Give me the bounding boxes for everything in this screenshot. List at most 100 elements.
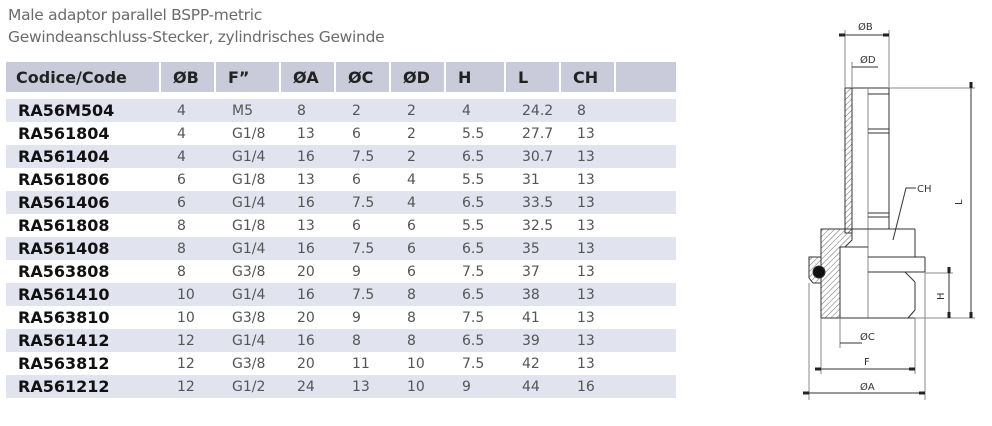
- cell: 10: [390, 352, 445, 375]
- cell: 12: [160, 375, 215, 398]
- cell: G1/4: [215, 191, 280, 214]
- cell: 24: [280, 375, 335, 398]
- cell: 16: [280, 283, 335, 306]
- cell: 8: [160, 260, 215, 283]
- cell: [615, 99, 676, 122]
- cell: G1/4: [215, 237, 280, 260]
- cell: G1/2: [215, 375, 280, 398]
- product-code: RA56M504: [6, 99, 160, 122]
- cell: 8: [160, 237, 215, 260]
- label-d: ØD: [860, 54, 876, 66]
- product-code: RA561406: [6, 191, 160, 214]
- table-row: RA561410 10 G1/4 16 7.5 8 6.5 38 13: [6, 283, 676, 306]
- cell: G3/8: [215, 260, 280, 283]
- cell: [615, 237, 676, 260]
- cell: 8: [280, 99, 335, 122]
- cell: 27.7: [505, 122, 560, 145]
- product-code: RA561806: [6, 168, 160, 191]
- cell: G3/8: [215, 352, 280, 375]
- cell: [615, 352, 676, 375]
- cell: 20: [280, 260, 335, 283]
- cell: G1/4: [215, 329, 280, 352]
- label-f: F: [864, 357, 870, 368]
- cell: [615, 122, 676, 145]
- cell: 10: [160, 283, 215, 306]
- cell: 7.5: [335, 145, 390, 168]
- cell: 9: [335, 306, 390, 329]
- cell: 30.7: [505, 145, 560, 168]
- cell: 13: [560, 122, 615, 145]
- cell: 37: [505, 260, 560, 283]
- table-row: RA56M504 4 M5 8 2 2 4 24.2 8: [6, 99, 676, 122]
- cell: 2: [390, 99, 445, 122]
- cell: 6: [390, 260, 445, 283]
- label-l: L: [954, 199, 965, 205]
- cell: 16: [280, 329, 335, 352]
- table-header: Codice/Code ØB F” ØA ØC ØD H L CH: [6, 62, 676, 92]
- product-code: RA561404: [6, 145, 160, 168]
- product-code: RA561408: [6, 237, 160, 260]
- table-row: RA561412 12 G1/4 16 8 8 6.5 39 13: [6, 329, 676, 352]
- label-c: ØC: [860, 331, 875, 343]
- cell: G3/8: [215, 306, 280, 329]
- cell: 12: [160, 329, 215, 352]
- cell: 6: [390, 214, 445, 237]
- cell: 9: [445, 375, 505, 398]
- table-row: RA561806 6 G1/8 13 6 4 5.5 31 13: [6, 168, 676, 191]
- cell: 13: [560, 329, 615, 352]
- cell: G1/4: [215, 145, 280, 168]
- cell: G1/4: [215, 283, 280, 306]
- cell: 6: [390, 237, 445, 260]
- cell: 8: [560, 99, 615, 122]
- cell: 13: [280, 168, 335, 191]
- product-code: RA563808: [6, 260, 160, 283]
- cell: 7.5: [445, 306, 505, 329]
- cell: 38: [505, 283, 560, 306]
- cell: 4: [390, 191, 445, 214]
- cell: 13: [335, 375, 390, 398]
- cell: [615, 306, 676, 329]
- cell: 6: [335, 168, 390, 191]
- column-header: L: [504, 62, 560, 92]
- cell: M5: [215, 99, 280, 122]
- cell: 7.5: [335, 191, 390, 214]
- cell: 4: [160, 145, 215, 168]
- cell: 16: [280, 191, 335, 214]
- cell: 13: [560, 145, 615, 168]
- table-row: RA563808 8 G3/8 20 9 6 7.5 37 13: [6, 260, 676, 283]
- cell: 13: [560, 168, 615, 191]
- column-header: ØB: [159, 62, 215, 92]
- cell: 13: [560, 214, 615, 237]
- cell: 4: [390, 168, 445, 191]
- label-ch: CH: [917, 184, 932, 195]
- label-h: H: [936, 292, 947, 300]
- cell: 41: [505, 306, 560, 329]
- product-table: Codice/Code ØB F” ØA ØC ØD H L CH RA56M504 4 M5 8 2 2…: [6, 62, 676, 398]
- column-header: F”: [214, 62, 280, 92]
- cell: 31: [505, 168, 560, 191]
- cell: 7.5: [445, 352, 505, 375]
- table-row: RA561804 4 G1/8 13 6 2 5.5 27.7 13: [6, 122, 676, 145]
- label-a: ØA: [860, 381, 875, 393]
- cell: 13: [280, 122, 335, 145]
- column-header: H: [444, 62, 505, 92]
- cell: 20: [280, 352, 335, 375]
- cell: [615, 168, 676, 191]
- title-german: Gewindeanschluss-Stecker, zylindrisches …: [8, 28, 385, 46]
- cell: 7.5: [335, 237, 390, 260]
- cell: 16: [280, 145, 335, 168]
- cell: 2: [390, 145, 445, 168]
- column-header: ØC: [334, 62, 390, 92]
- cell: 13: [560, 352, 615, 375]
- cell: 6.5: [445, 283, 505, 306]
- column-header: ØA: [279, 62, 335, 92]
- column-header: CH: [559, 62, 615, 92]
- table-row: RA563810 10 G3/8 20 9 8 7.5 41 13: [6, 306, 676, 329]
- cell: 8: [335, 329, 390, 352]
- cell: G1/8: [215, 214, 280, 237]
- cell: 7.5: [445, 260, 505, 283]
- cell: 20: [280, 306, 335, 329]
- cell: 6: [160, 191, 215, 214]
- cell: 5.5: [445, 214, 505, 237]
- column-header: ØD: [389, 62, 445, 92]
